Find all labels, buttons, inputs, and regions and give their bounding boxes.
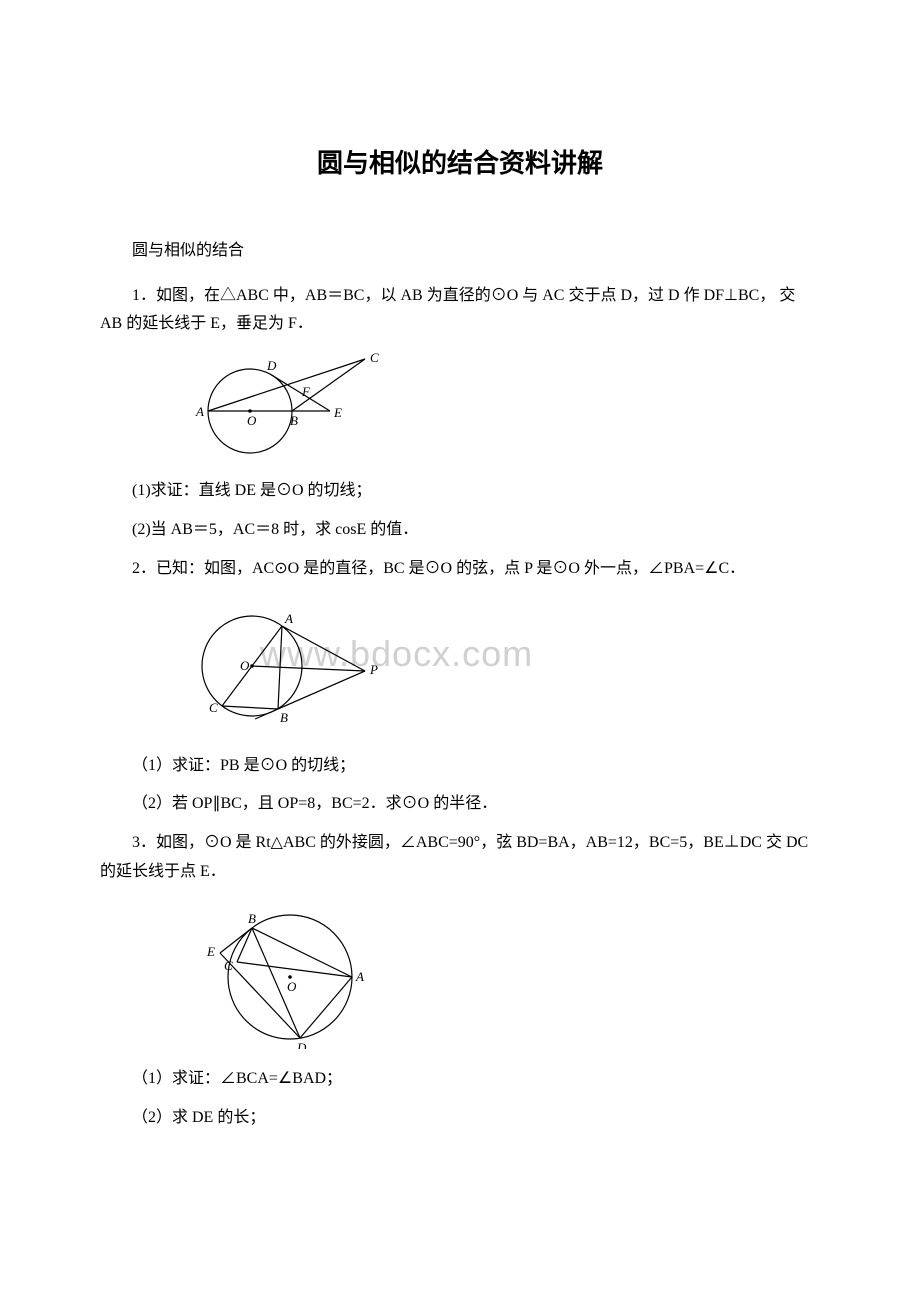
document-content: 圆与相似的结合资料讲解 圆与相似的结合 1．如图，在△ABC 中，AB＝BC，以… <box>100 140 820 1132</box>
svg-text:B: B <box>290 413 298 428</box>
svg-text:D: D <box>296 1040 307 1049</box>
svg-text:B: B <box>248 911 256 926</box>
problem-1-figure: A O B E C D F <box>190 351 820 461</box>
svg-text:O: O <box>247 413 257 428</box>
svg-text:A: A <box>284 611 293 626</box>
section-heading: 圆与相似的结合 <box>100 237 820 266</box>
problem-3-figure: B C A O D E <box>190 899 820 1049</box>
svg-text:F: F <box>301 384 311 399</box>
svg-text:O: O <box>287 979 297 994</box>
problem-2-sub-1: （1）求证：PB 是⊙O 的切线； <box>100 752 820 781</box>
problem-1-text: 1．如图，在△ABC 中，AB＝BC，以 AB 为直径的⊙O 与 AC 交于点 … <box>100 282 820 340</box>
problem-2-sub-2: （2）若 OP∥BC，且 OP=8，BC=2．求⊙O 的半径． <box>100 790 820 819</box>
svg-text:P: P <box>369 662 378 677</box>
problem-3-sub-2: （2）求 DE 的长； <box>100 1104 820 1133</box>
problem-3-text: 3．如图，⊙O 是 Rt△ABC 的外接圆，∠ABC=90°，弦 BD=BA，A… <box>100 829 820 887</box>
svg-text:B: B <box>280 710 288 725</box>
problem-1-sub-1: (1)求证：直线 DE 是⊙O 的切线； <box>100 477 820 506</box>
svg-text:A: A <box>195 404 204 419</box>
problem-3-sub-1: （1）求证：∠BCA=∠BAD； <box>100 1065 820 1094</box>
svg-text:C: C <box>224 958 233 973</box>
svg-text:C: C <box>370 351 379 365</box>
problem-2-text: 2．已知：如图，AC⊙O 是的直径，BC 是⊙O 的弦，点 P 是⊙O 外一点，… <box>100 555 820 584</box>
svg-text:A: A <box>355 969 364 984</box>
problem-2-figure: A O C B P <box>190 596 820 736</box>
svg-text:C: C <box>209 700 218 715</box>
svg-text:E: E <box>206 944 215 959</box>
svg-text:O: O <box>240 658 250 673</box>
svg-text:D: D <box>266 358 277 373</box>
document-title: 圆与相似的结合资料讲解 <box>100 140 820 187</box>
svg-text:E: E <box>333 405 342 420</box>
problem-1-sub-2: (2)当 AB＝5，AC＝8 时，求 cosE 的值． <box>100 516 820 545</box>
